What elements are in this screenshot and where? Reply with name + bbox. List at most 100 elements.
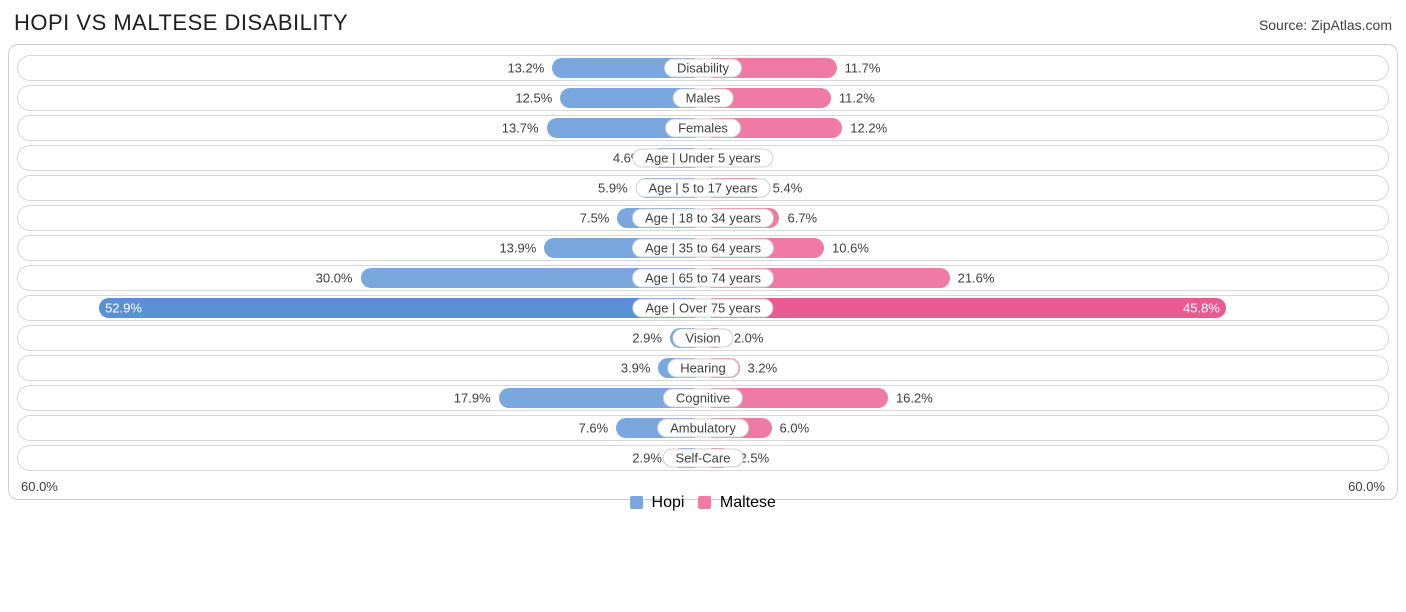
value-label-maltese: 10.6%: [832, 241, 869, 256]
legend-swatch-hopi: [630, 496, 643, 509]
chart-row: 13.7% 12.2% Females: [17, 115, 1389, 141]
bar-hopi: 52.9%: [99, 298, 703, 318]
left-half: 3.9%: [18, 356, 703, 380]
legend-item-maltese: Maltese: [698, 494, 775, 512]
right-half: 1.3%: [703, 146, 1388, 170]
value-label-hopi: 13.9%: [499, 241, 536, 256]
left-half: 13.2%: [18, 56, 703, 80]
value-label-maltese: 16.2%: [896, 391, 933, 406]
category-label: Age | 35 to 64 years: [632, 239, 774, 258]
right-half: 3.2%: [703, 356, 1388, 380]
value-label-maltese: 2.0%: [734, 331, 764, 346]
chart-row: 7.5% 6.7% Age | 18 to 34 years: [17, 205, 1389, 231]
left-half: 52.9%: [18, 296, 703, 320]
category-label: Age | 65 to 74 years: [632, 269, 774, 288]
left-half: 7.6%: [18, 416, 703, 440]
chart-row: 2.9% 2.5%Self-Care: [17, 445, 1389, 471]
category-label: Males: [673, 89, 734, 108]
legend-swatch-maltese: [698, 496, 711, 509]
category-label: Females: [665, 119, 741, 138]
category-label: Hearing: [667, 359, 739, 378]
chart-row: 5.9% 5.4%Age | 5 to 17 years: [17, 175, 1389, 201]
legend-label-hopi: Hopi: [652, 494, 685, 511]
category-label: Age | 5 to 17 years: [636, 179, 771, 198]
bar-maltese: 45.8%: [703, 298, 1226, 318]
value-label-hopi: 52.9%: [105, 301, 142, 316]
value-label-hopi: 30.0%: [316, 271, 353, 286]
value-label-hopi: 13.2%: [507, 61, 544, 76]
chart-rows: 13.2% 11.7% Disability 12.5% 11.2% Males 13.7%…: [17, 55, 1389, 471]
value-label-hopi: 7.5%: [580, 211, 610, 226]
chart-row: 7.6% 6.0% Ambulatory: [17, 415, 1389, 441]
chart-title: HOPI VS MALTESE DISABILITY: [14, 10, 348, 36]
value-label-maltese: 6.7%: [787, 211, 817, 226]
right-half: 16.2%: [703, 386, 1388, 410]
value-label-hopi: 12.5%: [515, 91, 552, 106]
left-half: 5.9%: [18, 176, 703, 200]
value-label-maltese: 5.4%: [773, 181, 803, 196]
category-label: Age | 18 to 34 years: [632, 209, 774, 228]
chart-row: 4.6%1.3%Age | Under 5 years: [17, 145, 1389, 171]
chart-row: 3.9% 3.2% Hearing: [17, 355, 1389, 381]
chart-header: HOPI VS MALTESE DISABILITY Source: ZipAt…: [8, 10, 1398, 44]
category-label: Cognitive: [663, 389, 743, 408]
legend-item-hopi: Hopi: [630, 494, 684, 512]
right-half: 11.7%: [703, 56, 1388, 80]
category-label: Vision: [672, 329, 733, 348]
legend-label-maltese: Maltese: [720, 494, 776, 511]
value-label-maltese: 2.5%: [740, 451, 770, 466]
value-label-maltese: 11.7%: [845, 61, 881, 76]
value-label-maltese: 3.2%: [748, 361, 778, 376]
left-half: 30.0%: [18, 266, 703, 290]
right-half: 6.7%: [703, 206, 1388, 230]
category-label: Age | Over 75 years: [632, 299, 773, 318]
right-half: 5.4%: [703, 176, 1388, 200]
value-label-hopi: 3.9%: [621, 361, 651, 376]
value-label-maltese: 12.2%: [850, 121, 887, 136]
chart-row: 52.9% 45.8% Age | Over 75 years: [17, 295, 1389, 321]
value-label-maltese: 21.6%: [958, 271, 995, 286]
value-label-maltese: 11.2%: [839, 91, 875, 106]
chart-row: 2.9% 2.0%Vision: [17, 325, 1389, 351]
left-half: 2.9%: [18, 326, 703, 350]
category-label: Disability: [664, 59, 742, 78]
chart-row: 13.9% 10.6% Age | 35 to 64 years: [17, 235, 1389, 261]
left-half: 2.9%: [18, 446, 703, 470]
chart-footer: 60.0% 60.0% Hopi Maltese: [17, 475, 1389, 495]
left-half: 13.9%: [18, 236, 703, 260]
value-label-hopi: 2.9%: [632, 451, 662, 466]
axis-max-left: 60.0%: [21, 479, 58, 494]
category-label: Ambulatory: [657, 419, 749, 438]
value-label-hopi: 2.9%: [632, 331, 662, 346]
right-half: 11.2%: [703, 86, 1388, 110]
category-label: Age | Under 5 years: [632, 149, 773, 168]
right-half: 45.8%: [703, 296, 1388, 320]
right-half: 10.6%: [703, 236, 1388, 260]
value-label-maltese: 6.0%: [780, 421, 810, 436]
left-half: 13.7%: [18, 116, 703, 140]
chart-row: 12.5% 11.2% Males: [17, 85, 1389, 111]
value-label-hopi: 7.6%: [579, 421, 609, 436]
right-half: 21.6%: [703, 266, 1388, 290]
chart-row: 30.0% 21.6% Age | 65 to 74 years: [17, 265, 1389, 291]
right-half: 6.0%: [703, 416, 1388, 440]
value-label-hopi: 13.7%: [502, 121, 539, 136]
left-half: 17.9%: [18, 386, 703, 410]
diverging-bar-chart: 13.2% 11.7% Disability 12.5% 11.2% Males 13.7%…: [8, 44, 1398, 500]
chart-row: 13.2% 11.7% Disability: [17, 55, 1389, 81]
axis-labels: 60.0% 60.0%: [17, 475, 1389, 494]
right-half: 2.0%: [703, 326, 1388, 350]
value-label-hopi: 5.9%: [598, 181, 628, 196]
right-half: 2.5%: [703, 446, 1388, 470]
legend: Hopi Maltese: [630, 494, 776, 512]
chart-row: 17.9% 16.2% Cognitive: [17, 385, 1389, 411]
left-half: 12.5%: [18, 86, 703, 110]
value-label-hopi: 17.9%: [454, 391, 491, 406]
left-half: 7.5%: [18, 206, 703, 230]
axis-max-right: 60.0%: [1348, 479, 1385, 494]
left-half: 4.6%: [18, 146, 703, 170]
value-label-maltese: 45.8%: [1183, 301, 1220, 316]
chart-source: Source: ZipAtlas.com: [1259, 17, 1392, 33]
right-half: 12.2%: [703, 116, 1388, 140]
category-label: Self-Care: [663, 449, 744, 468]
